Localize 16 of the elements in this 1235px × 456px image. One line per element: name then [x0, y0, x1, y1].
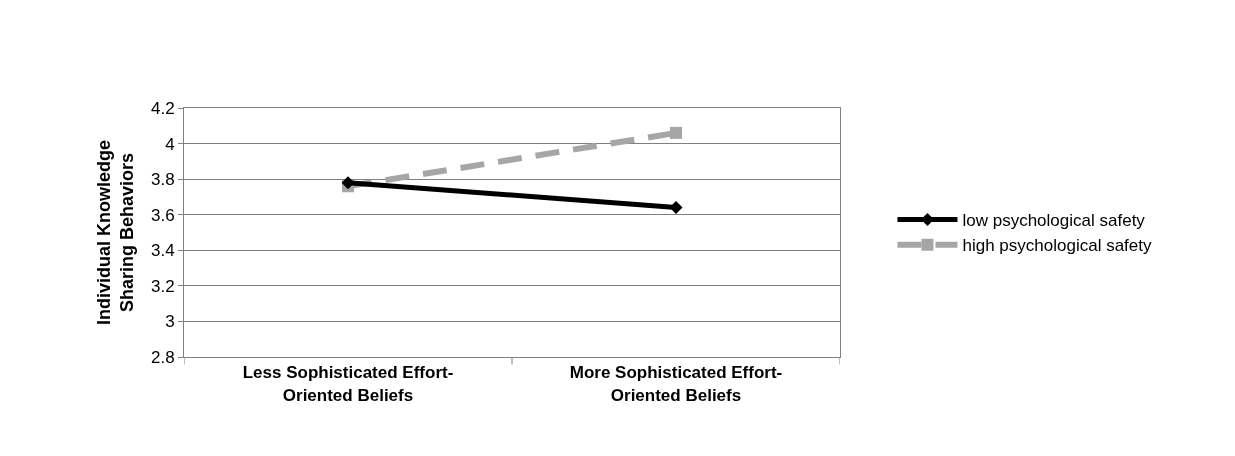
- legend-label: low psychological safety: [962, 211, 1146, 231]
- y-tick-label: 3.6: [150, 205, 175, 225]
- y-tick-label: 3: [165, 312, 175, 332]
- point: [341, 176, 355, 190]
- y-tick-label: 4.2: [150, 98, 175, 118]
- x-tick-label: More Sophisticated Effort- Oriented Beliefs: [569, 363, 783, 405]
- legend-label: high psychological safety: [962, 236, 1152, 256]
- y-tick-label: 4: [165, 134, 175, 154]
- x-tick-label: Less Sophisticated Effort- Oriented Beliefs: [242, 363, 454, 405]
- y-tick-label: 3.2: [150, 276, 175, 296]
- y-tick-label: 3.8: [150, 170, 175, 190]
- y-tick-label: 3.4: [150, 241, 175, 261]
- point: [669, 201, 683, 215]
- y-axis-title: Individual Knowledge Sharing Behaviors: [93, 139, 138, 326]
- y-tick-label: 2.8: [150, 347, 175, 367]
- point: [670, 126, 682, 139]
